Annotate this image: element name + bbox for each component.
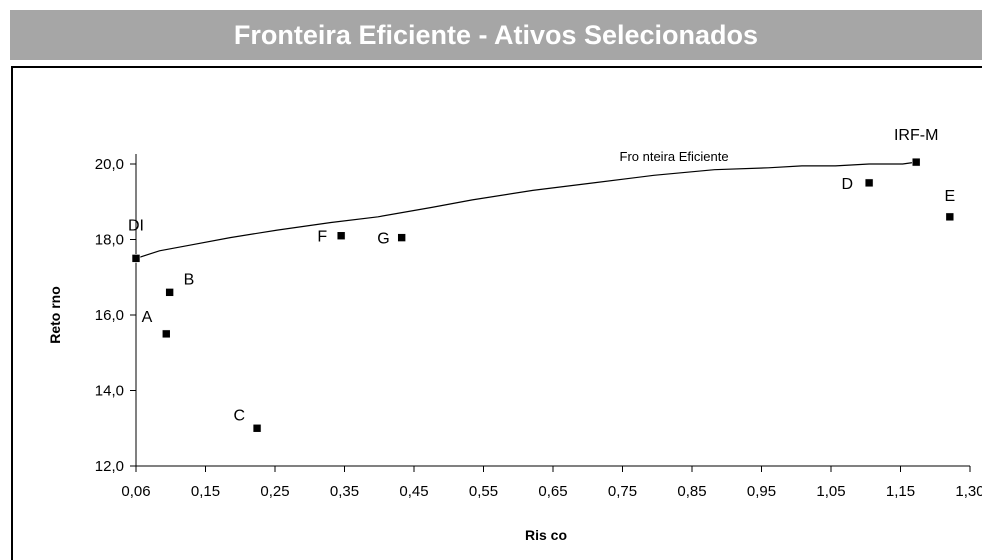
asset-label-g: G — [377, 231, 389, 248]
x-tick-label: 0,85 — [677, 483, 706, 500]
frontier-line — [135, 161, 917, 259]
x-tick-label: 0,55 — [469, 483, 498, 500]
chart-title: Fronteira Eficiente - Ativos Selecionado… — [233, 19, 759, 50]
x-tick-label: 0,75 — [608, 483, 637, 500]
frontier-label: Fro nteira Eficiente — [620, 149, 729, 164]
x-tick-label: 1,30 — [955, 483, 982, 500]
asset-label-irf-m: IRF-M — [894, 127, 938, 144]
asset-label-di: DI — [128, 217, 144, 234]
x-tick-label: 0,95 — [747, 483, 776, 500]
asset-point-di — [131, 254, 141, 263]
asset-label-c: C — [234, 407, 246, 424]
x-tick-label: 0,25 — [260, 483, 289, 500]
y-tick-label: 14,0 — [95, 383, 124, 400]
x-tick-label: 0,65 — [538, 483, 567, 500]
x-tick-label: 0,15 — [191, 483, 220, 500]
asset-point-b — [165, 288, 174, 297]
chart-title-bar: Fronteira Eficiente - Ativos Selecionado… — [10, 10, 982, 60]
axes: 12,0 14,0 16,0 18,0 20,0 0,06 0,15 0,25 0,35 0,45… — [95, 154, 982, 500]
frontier-series: Fro nteira Eficiente — [135, 149, 917, 259]
asset-label-d: D — [842, 176, 854, 193]
y-axis-label: Reto rno — [47, 286, 63, 344]
asset-label-f: F — [317, 229, 327, 246]
asset-label-b: B — [184, 271, 195, 288]
asset-points: DI B A C F G D IRF-M E — [128, 127, 955, 433]
x-tick-label: 0,45 — [399, 483, 428, 500]
y-tick-label: 20,0 — [95, 156, 124, 173]
x-tick-label: 1,15 — [886, 483, 915, 500]
x-tick-label: 1,05 — [816, 483, 845, 500]
asset-point-e — [945, 212, 955, 222]
x-tick-label: 0,35 — [330, 483, 359, 500]
y-tick-label: 12,0 — [95, 458, 124, 475]
x-axis-label: Ris co — [525, 527, 567, 543]
x-tick-label: 0,06 — [121, 483, 150, 500]
y-tick-label: 16,0 — [95, 307, 124, 324]
chart-frame — [11, 66, 982, 560]
asset-label-e: E — [944, 188, 955, 205]
asset-point-f — [336, 231, 346, 241]
asset-point-irf-m — [911, 157, 921, 167]
asset-point-a — [161, 329, 171, 339]
asset-point-c — [252, 423, 262, 433]
asset-label-a: A — [142, 309, 153, 326]
y-tick-label: 18,0 — [95, 232, 124, 249]
asset-point-g — [397, 233, 406, 242]
asset-point-d — [864, 178, 874, 188]
